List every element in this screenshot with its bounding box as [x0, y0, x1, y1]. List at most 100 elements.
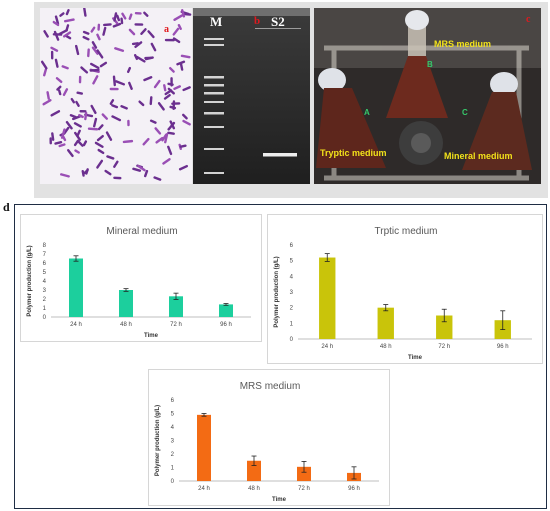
bacterium-rod: [104, 169, 112, 176]
y-axis-title: Polymer production (g/L): [27, 245, 33, 316]
bar: [377, 307, 394, 339]
x-axis-title: Time: [272, 497, 287, 503]
bacterium-rod: [182, 86, 191, 92]
bacterium-rod: [97, 124, 104, 131]
y-tick-label: 2: [171, 452, 175, 458]
x-tick-label: 96 h: [348, 486, 360, 492]
bacterium-rod: [105, 131, 113, 141]
bacterium-rod: [55, 77, 63, 84]
bacterium-rod: [113, 160, 119, 168]
bacterium-rod: [180, 54, 191, 59]
bacterium-rod: [163, 93, 171, 100]
y-axis-title: Polymer production (g/L): [274, 256, 280, 327]
bacterium-rod: [43, 68, 47, 77]
flasks-image: [314, 8, 541, 184]
bacterium-rod: [162, 158, 171, 165]
bacterium-rod: [58, 29, 68, 36]
x-tick-label: 48 h: [248, 486, 260, 492]
bacterium-rod: [126, 66, 132, 74]
bacterium-rod: [167, 82, 174, 86]
y-tick-label: 7: [43, 252, 47, 258]
panel-letter-d: d: [3, 200, 10, 214]
micrograph-photo: a: [40, 8, 192, 184]
bacterium-rod: [70, 97, 76, 104]
bacterium-rod: [73, 139, 79, 147]
bacterium-rod: [96, 159, 104, 169]
bacterium-rod: [97, 23, 101, 31]
gel-image: [193, 8, 310, 184]
bacterium-rod: [84, 111, 88, 121]
panel-letter-a: a: [164, 24, 169, 35]
y-tick-label: 6: [171, 398, 175, 404]
bacterium-rod: [128, 81, 133, 90]
chart-tryptic-medium: Trptic medium Polymer production (g/L) Tim…: [267, 214, 543, 364]
x-axis-title: Time: [408, 355, 423, 361]
y-tick-label: 3: [171, 439, 175, 445]
y-tick-label: 5: [290, 259, 294, 265]
bacterium-rod: [89, 68, 100, 72]
bacterium-rod: [54, 141, 63, 145]
bacterium-rod: [150, 42, 157, 52]
bacterium-rod: [83, 8, 87, 17]
bacterium-rod: [90, 104, 97, 115]
x-axis-title: Time: [144, 333, 159, 339]
bacterium-rod: [83, 169, 89, 175]
y-tick-label: 5: [43, 270, 47, 276]
bacterium-rod: [109, 99, 115, 105]
bacterium-rod: [164, 132, 169, 144]
bacterium-rod: [50, 46, 59, 52]
bacterium-rod: [96, 134, 104, 142]
bacterium-rod: [135, 55, 146, 63]
bar: [219, 304, 233, 317]
bar: [319, 257, 336, 339]
bar: [119, 290, 133, 317]
bacterium-rod: [164, 89, 173, 96]
bacterium-rod: [92, 75, 99, 85]
bacterium-rod: [99, 61, 108, 68]
bacterium-rod: [96, 49, 104, 59]
chart-mrs-medium: MRS medium Polymer production (g/L) Time 0 1…: [148, 369, 390, 506]
panel-letter-b: b: [254, 15, 261, 27]
x-tick-label: 24 h: [321, 344, 333, 350]
y-tick-label: 1: [43, 306, 47, 312]
bacterium-rod: [178, 164, 188, 171]
bacterium-rod: [91, 46, 99, 55]
bacterium-rod: [82, 30, 90, 35]
bacterium-rod: [172, 100, 176, 111]
bacterium-rod: [64, 18, 75, 23]
bacterium-rod: [173, 14, 184, 21]
y-axis-title: Polymer production (g/L): [155, 405, 161, 476]
y-tick-label: 3: [43, 288, 47, 294]
y-tick-label: 0: [290, 337, 294, 343]
bacterium-rod: [62, 31, 72, 38]
bacterium-rod: [78, 75, 82, 84]
bacterium-rod: [113, 176, 122, 180]
bacterium-rod: [80, 66, 89, 74]
bacterium-rod: [173, 85, 181, 90]
gel-photo: M b S2: [193, 8, 310, 184]
bar: [197, 414, 211, 481]
gel-lane-marker-label: M: [210, 14, 223, 29]
bacterium-rod: [82, 35, 90, 41]
bacterium-rod: [65, 120, 73, 130]
bacteria-rods-image: [40, 8, 192, 181]
bacterium-rod: [75, 100, 80, 107]
bacterium-rod: [155, 136, 164, 144]
bacterium-rod: [181, 9, 186, 18]
bacterium-rod: [112, 75, 116, 87]
bacterium-rod: [172, 37, 181, 44]
bacterium-rod: [167, 131, 175, 135]
bacterium-rod: [167, 121, 176, 131]
x-tick-label: 72 h: [438, 344, 450, 350]
bacterium-rod: [90, 26, 96, 33]
label-mineral-medium: Mineral medium: [444, 151, 513, 161]
bacterium-rod: [149, 119, 157, 124]
bacterium-rod: [179, 62, 184, 71]
x-tick-label: 24 h: [198, 486, 210, 492]
bacterium-rod: [82, 140, 88, 147]
bacterium-rod: [138, 100, 145, 107]
label-mrs-medium: MRS medium: [434, 39, 492, 49]
bacterium-rod: [49, 137, 52, 145]
bacterium-rod: [78, 114, 84, 119]
bacterium-rod: [91, 41, 98, 49]
